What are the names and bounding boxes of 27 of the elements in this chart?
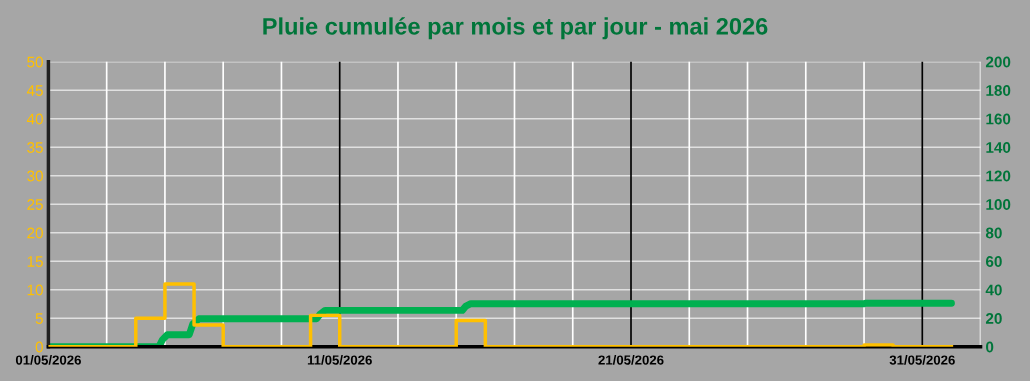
y2-tick-label: 40 — [985, 284, 1002, 296]
y2-tick-label: 20 — [985, 313, 1002, 324]
y2-tick-label: 140 — [986, 142, 1011, 153]
y2-tick-label: 180 — [986, 85, 1011, 96]
x-tick-label: 11/05/2026 — [307, 355, 372, 365]
x-tick-label: 01/05/2026 — [15, 355, 81, 365]
y-tick-label: 20 — [27, 227, 43, 239]
y-tick-label: 25 — [27, 199, 43, 210]
y-tick-label: 45 — [26, 85, 43, 96]
y-tick-label: 0 — [35, 341, 43, 353]
y2-tick-label: 100 — [986, 199, 1011, 210]
y-tick-label: 50 — [27, 56, 43, 68]
x-tick-label: 21/05/2026 — [598, 355, 664, 365]
y2-tick-label: 60 — [985, 256, 1002, 267]
y2-tick-label: 0 — [986, 341, 994, 353]
chart-title: Pluie cumulée par mois et par jour - mai 2026 — [263, 17, 768, 40]
y2-tick-label: 80 — [985, 227, 1002, 239]
y-tick-label: 5 — [35, 313, 43, 324]
y-tick-label: 40 — [26, 113, 43, 125]
y-tick-label: 30 — [27, 170, 43, 182]
y-tick-label: 10 — [27, 284, 43, 296]
x-tick-label: 31/05/2026 — [889, 355, 955, 365]
y-tick-label: 15 — [27, 256, 43, 267]
y2-tick-label: 200 — [985, 56, 1011, 68]
y-tick-label: 35 — [27, 142, 43, 153]
y2-tick-label: 120 — [986, 170, 1011, 182]
y2-tick-label: 160 — [986, 113, 1011, 125]
